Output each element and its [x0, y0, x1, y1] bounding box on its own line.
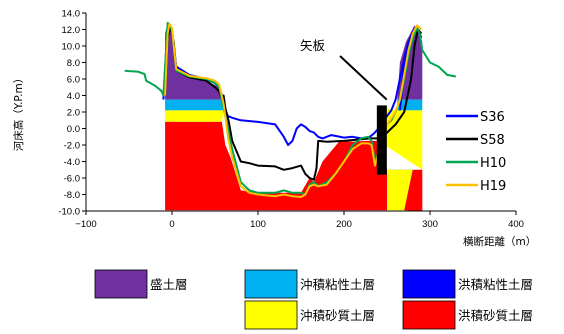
soil-layer-1 [165, 99, 226, 111]
y-tick-label: 14.0 [62, 9, 81, 20]
x-tick-label: −100 [75, 219, 96, 230]
y-tick-label: 12.0 [62, 25, 81, 36]
sheet-pile [376, 105, 387, 175]
x-tick-label: 400 [508, 219, 524, 230]
series-line-h19 [164, 22, 423, 198]
soil-layer-5 [378, 107, 423, 211]
y-axis-label: 河床高（Y.P.m） [12, 73, 25, 151]
x-tick-label: 0 [169, 219, 174, 230]
soil-label-2: 洪積粘性土層 [458, 277, 533, 292]
soil-swatch-0 [94, 269, 148, 299]
soil-label-0: 盛土層 [150, 277, 188, 292]
y-tick-label: -4.0 [64, 157, 80, 168]
y-tick-label: -10.0 [58, 207, 80, 218]
legend-label-h19: H19 [480, 179, 506, 194]
legend: S36 S58 H10 H19 [446, 110, 506, 194]
y-tick-label: 2.0 [67, 108, 80, 119]
soil-layer-7 [165, 121, 387, 211]
legend-label-h10: H10 [480, 156, 506, 171]
x-tick-label: 100 [250, 219, 266, 230]
y-tick-label: -6.0 [64, 174, 80, 185]
soil-label-1: 沖積粘性土層 [300, 277, 375, 292]
soil-label-3: 沖積砂質土層 [300, 308, 375, 323]
legend-label-s36: S36 [480, 110, 505, 125]
soil-swatch-2 [402, 269, 456, 299]
y-tick-label: 10.0 [62, 42, 81, 53]
soil-layer-0 [165, 22, 423, 100]
soil-layer-4 [165, 110, 224, 122]
soil-label-4: 洪積砂質土層 [458, 308, 533, 323]
soil-swatch-4 [402, 300, 456, 330]
y-tick-label: 6.0 [67, 75, 80, 86]
annotation-leader [339, 55, 388, 101]
legend-label-s58: S58 [480, 133, 505, 148]
y-tick-label: -8.0 [64, 190, 80, 201]
soil-layer-2 [397, 99, 423, 111]
soil-layer-8 [404, 169, 423, 211]
x-tick-label: 300 [422, 219, 438, 230]
sheet-pile-group [339, 55, 388, 175]
soil-swatch-1 [244, 269, 298, 299]
y-tick-label: 4.0 [67, 91, 80, 102]
y-tick-label: -2.0 [64, 141, 80, 152]
y-tick-label: 0.0 [67, 124, 80, 135]
x-axis-label: 横断距離（m） [463, 235, 536, 248]
soil-swatch-3 [244, 300, 298, 330]
sheet-pile-annotation: 矢板 [300, 38, 326, 53]
x-tick-label: 200 [336, 219, 352, 230]
soil-layers [165, 22, 423, 211]
y-tick-label: 8.0 [67, 58, 80, 69]
axes: -10.0 -8.0 -6.0 -4.0 -2.0 0.0 2.0 4.0 6.0 8.0 10.0… [58, 9, 524, 231]
